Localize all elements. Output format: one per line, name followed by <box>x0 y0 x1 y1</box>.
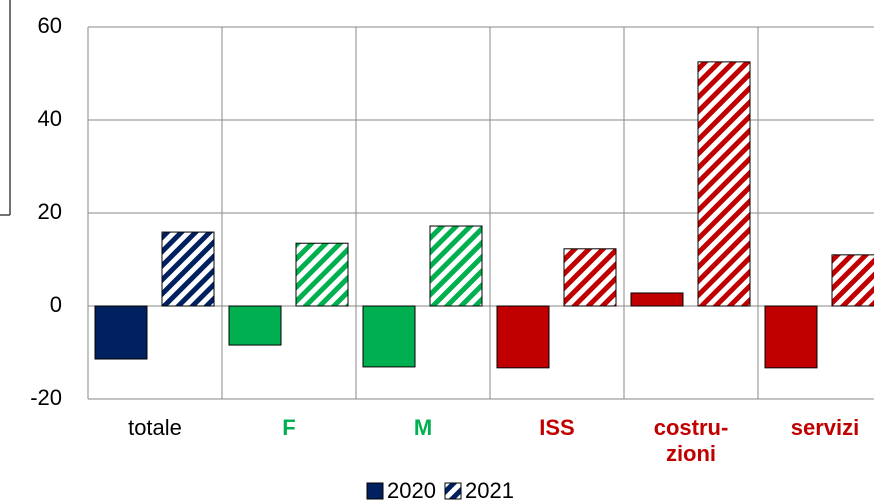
x-tick-label: servizi <box>790 415 860 440</box>
legend-swatch <box>366 482 384 500</box>
x-tick-label: ISS <box>539 415 575 440</box>
bar <box>161 231 215 307</box>
bar <box>94 305 148 360</box>
x-tick-label: M <box>413 415 433 440</box>
y-tick-label: 40 <box>38 106 62 131</box>
bar <box>228 305 282 346</box>
bar <box>563 248 617 307</box>
bar <box>697 61 751 307</box>
bar <box>764 305 818 369</box>
x-tick-label: costru- zioni <box>653 415 729 466</box>
bar <box>362 305 416 368</box>
x-tick-label: F <box>282 415 296 440</box>
legend-swatch <box>444 482 462 500</box>
legend-label: 2021 <box>465 478 514 502</box>
bar <box>295 242 349 307</box>
bar <box>429 225 483 307</box>
y-tick-label: 20 <box>38 199 62 224</box>
y-tick-label: 60 <box>38 13 62 38</box>
x-tick-label: totale <box>128 415 182 440</box>
bar <box>831 254 874 307</box>
bar <box>630 292 684 307</box>
y-tick-label: 0 <box>50 292 62 317</box>
legend-label: 2020 <box>387 478 436 502</box>
y-tick-label: -20 <box>30 385 62 410</box>
bar <box>496 305 550 369</box>
